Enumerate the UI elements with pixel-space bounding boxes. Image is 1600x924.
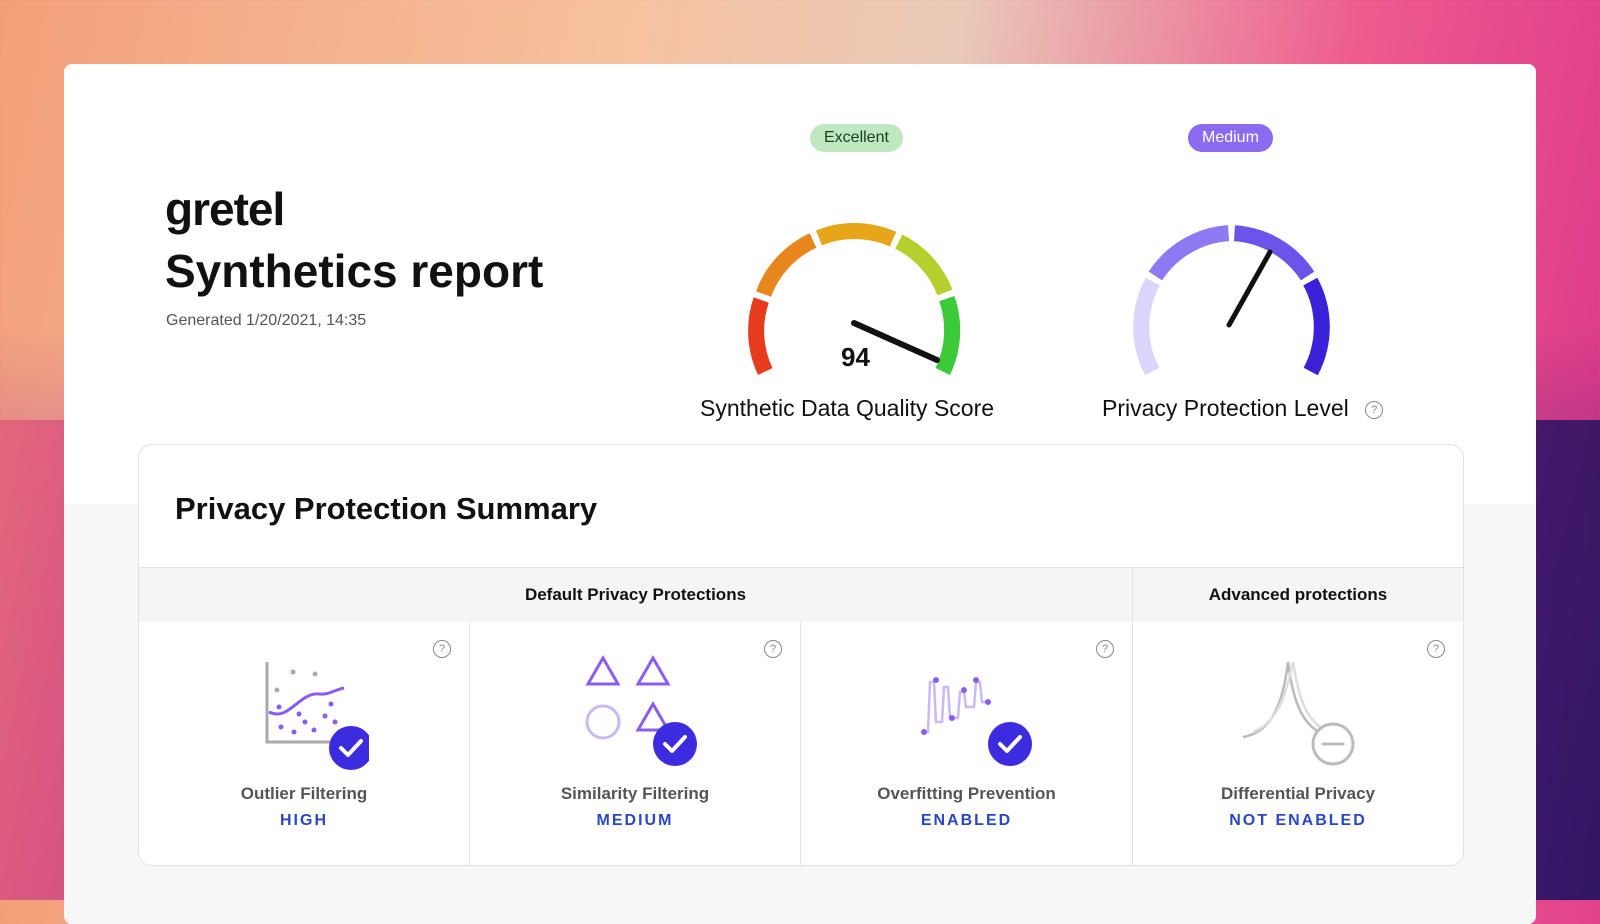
gauge-segment-yellowgreen bbox=[894, 234, 953, 296]
advanced-protections-header: Advanced protections bbox=[1133, 567, 1463, 623]
check-circle-icon bbox=[329, 726, 369, 770]
privacy-segment-dark bbox=[1303, 277, 1330, 376]
quality-score-value: 94 bbox=[841, 342, 870, 372]
quality-badge: Excellent bbox=[810, 124, 903, 152]
gauge-segment-red bbox=[748, 297, 773, 375]
summary-title: Privacy Protection Summary bbox=[175, 491, 598, 526]
tile-value: ENABLED bbox=[920, 812, 1013, 829]
privacy-summary-panel: Privacy Protection Summary Default Priva… bbox=[138, 444, 1464, 866]
tile-name: Differential Privacy bbox=[1220, 784, 1375, 803]
privacy-badge: Medium bbox=[1188, 124, 1273, 152]
divider bbox=[1132, 567, 1133, 865]
wave-chart-icon bbox=[920, 677, 1032, 766]
check-circle-icon bbox=[987, 722, 1032, 766]
shapes-icon bbox=[585, 654, 697, 766]
question-circle-icon[interactable]: ? bbox=[1427, 640, 1445, 658]
divider bbox=[469, 622, 470, 865]
tile-name: Outlier Filtering bbox=[240, 784, 368, 803]
question-circle-icon[interactable]: ? bbox=[1096, 640, 1114, 658]
question-circle-icon[interactable]: ? bbox=[764, 640, 782, 658]
distribution-icon bbox=[1242, 661, 1355, 766]
brand-logo: gretel bbox=[165, 183, 285, 235]
quality-needle bbox=[851, 320, 940, 363]
privacy-segment-medium bbox=[1148, 225, 1230, 281]
default-protections-header: Default Privacy Protections bbox=[139, 567, 1132, 623]
tile-name: Overfitting Prevention bbox=[877, 784, 1056, 803]
tile-value: HIGH bbox=[280, 812, 328, 829]
outlier-chart-icon bbox=[265, 662, 369, 770]
tile-name: Similarity Filtering bbox=[560, 784, 710, 803]
tile-outlier-filtering: ? Outlier Filtering HIGH bbox=[139, 622, 469, 865]
report-card: gretel Synthetics report Generated 1/20/… bbox=[64, 64, 1536, 924]
question-circle-icon[interactable]: ? bbox=[433, 640, 451, 658]
page-title: Synthetics report bbox=[165, 245, 544, 297]
divider bbox=[800, 622, 801, 865]
check-circle-icon bbox=[653, 722, 697, 766]
privacy-level-gauge: Medium Privacy Protection Level ? bbox=[1074, 120, 1434, 421]
privacy-level-label-row: Privacy Protection Level ? bbox=[1102, 395, 1384, 422]
privacy-level-label: Privacy Protection Level bbox=[1102, 395, 1349, 421]
privacy-gauge-dial bbox=[1133, 225, 1330, 376]
tile-value: MEDIUM bbox=[596, 812, 674, 829]
gauge-segment-orange bbox=[755, 233, 817, 297]
tile-overfitting-prevention: ? Overfitting Prevention ENABLED bbox=[801, 622, 1132, 865]
tile-value: NOT ENABLED bbox=[1229, 812, 1367, 829]
quality-score-label: Synthetic Data Quality Score bbox=[700, 395, 995, 421]
tile-differential-privacy: ? Differential Privacy NOT ENABLED bbox=[1133, 622, 1463, 865]
quality-gauge-dial bbox=[748, 223, 961, 375]
gauge-segment-amber bbox=[816, 223, 897, 247]
privacy-segment-mid2 bbox=[1233, 225, 1315, 281]
question-circle-icon[interactable]: ? bbox=[1365, 400, 1384, 419]
generated-timestamp: Generated 1/20/2021, 14:35 bbox=[166, 312, 367, 329]
tile-similarity-filtering: ? Similarity Filtering MEDIUM bbox=[470, 622, 800, 865]
privacy-segment-light bbox=[1133, 277, 1160, 376]
quality-score-gauge: Excellent 94 Synthetic Data Quality Scor… bbox=[684, 120, 1044, 421]
gauge-segment-green bbox=[935, 295, 961, 375]
privacy-needle bbox=[1226, 249, 1273, 328]
